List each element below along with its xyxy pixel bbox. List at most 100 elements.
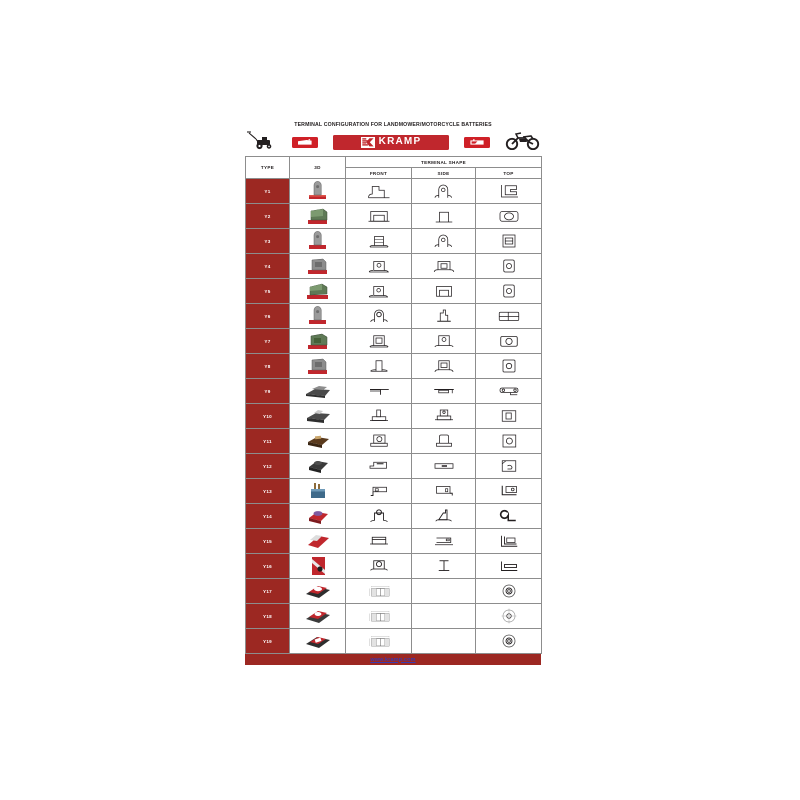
table-row[interactable]: Y5 [245, 278, 543, 304]
cell-side [411, 203, 476, 229]
type-label: Y3 [245, 228, 290, 254]
table-row[interactable]: Y14 [245, 503, 543, 529]
cell-3d [289, 628, 346, 654]
lawnmower-icon [245, 130, 277, 155]
front-shape [368, 211, 389, 222]
front-shape [369, 461, 387, 469]
table-row[interactable]: Y9 [245, 378, 543, 404]
cell-side [411, 453, 476, 479]
top-shape [502, 584, 515, 598]
side-shape [435, 434, 452, 447]
front-shape [369, 335, 388, 348]
cell-3d [289, 453, 346, 479]
cell-3d [289, 353, 346, 379]
front-shape [369, 389, 389, 395]
table-row[interactable]: Y18 [245, 603, 543, 629]
cell-top [474, 528, 543, 554]
brand-name: KRAMP [378, 136, 422, 147]
cell-side [411, 403, 476, 429]
table-row[interactable]: Y11 [245, 428, 543, 454]
cell-side [411, 578, 476, 604]
website-link[interactable]: www.kramp.com [370, 656, 416, 663]
front-shape [369, 309, 388, 323]
cell-front [345, 203, 412, 229]
terminal-3d-thumb [310, 483, 325, 498]
top-shape [499, 211, 518, 222]
terminal-3d-thumb [306, 410, 330, 423]
type-label: Y4 [245, 253, 290, 279]
table-row[interactable]: Y17 [245, 578, 543, 604]
cell-top [474, 278, 543, 304]
table-row[interactable]: Y4 [245, 253, 543, 279]
kramp-logo: KRAMP [333, 134, 449, 150]
cell-front [345, 553, 412, 579]
type-label: Y1 [245, 178, 290, 204]
battery-badge-left [292, 136, 318, 148]
cell-3d [289, 328, 346, 354]
top-shape [500, 185, 518, 198]
top-shape [499, 336, 518, 347]
table-row[interactable]: Y15 [245, 528, 543, 554]
table-row[interactable]: Y13 [245, 478, 543, 504]
cell-side [411, 528, 476, 554]
cell-top [474, 478, 543, 504]
cell-top [474, 378, 543, 404]
battery-icon [298, 138, 312, 145]
motorcycle-icon [505, 130, 541, 155]
cell-side [411, 178, 476, 204]
top-shape [501, 608, 516, 624]
table-body: Y1 [245, 178, 543, 654]
front-dimension-drawing [368, 636, 389, 647]
table-row[interactable]: Y12 [245, 453, 543, 479]
table-row[interactable]: Y3 [245, 228, 543, 254]
terminal-3d-thumb [307, 535, 329, 548]
top-shape [500, 561, 517, 571]
side-shape [434, 509, 452, 522]
side-shape [433, 389, 454, 394]
cell-front [345, 353, 412, 379]
cell-side [411, 603, 476, 629]
col-header-front: FRONT [345, 167, 412, 179]
col-header-top: TOP [474, 167, 543, 179]
top-shape [499, 509, 516, 522]
table-row[interactable]: Y7 [245, 328, 543, 354]
cell-3d [289, 303, 346, 329]
table-row[interactable]: Y2 [245, 203, 543, 229]
terminal-3d-thumb [307, 208, 327, 224]
side-shape [434, 463, 453, 469]
table-row[interactable]: Y16 [245, 553, 543, 579]
side-shape [438, 560, 449, 571]
top-shape [502, 634, 515, 648]
terminal-configuration-table: TYPE 3D TERMINAL SHAPE FRONT SIDE TOP Y1 [245, 156, 543, 654]
cell-3d [289, 503, 346, 529]
footer-bar: www.kramp.com [245, 654, 541, 665]
terminal-3d-thumb [308, 511, 328, 524]
col-header-terminal-shape: TERMINAL SHAPE [344, 156, 543, 168]
top-shape [502, 259, 515, 273]
table-row[interactable]: Y10 [245, 403, 543, 429]
cell-3d [289, 178, 346, 204]
cell-3d [289, 228, 346, 254]
table-row[interactable]: Y8 [245, 353, 543, 379]
table-row[interactable]: Y6 [245, 303, 543, 329]
table-row[interactable]: Y1 [245, 178, 543, 204]
table-row[interactable]: Y19 [245, 628, 543, 654]
cell-side [411, 378, 476, 404]
terminal-3d-thumb [311, 557, 325, 575]
cell-front [345, 378, 412, 404]
cell-front [345, 253, 412, 279]
type-label: Y19 [245, 628, 290, 654]
terminal-3d-thumb [307, 258, 327, 274]
top-shape [501, 460, 516, 472]
table-header-row-sub: FRONT SIDE TOP [246, 167, 543, 179]
cell-top [474, 453, 543, 479]
cell-front [345, 453, 412, 479]
side-shape [433, 261, 454, 273]
type-label: Y14 [245, 503, 290, 529]
terminal-3d-thumb [305, 611, 330, 623]
cell-top [474, 178, 543, 204]
table-header-row-top: TYPE 3D TERMINAL SHAPE [245, 156, 543, 179]
cell-side [411, 353, 476, 379]
cell-side [411, 503, 476, 529]
type-label: Y8 [245, 353, 290, 379]
